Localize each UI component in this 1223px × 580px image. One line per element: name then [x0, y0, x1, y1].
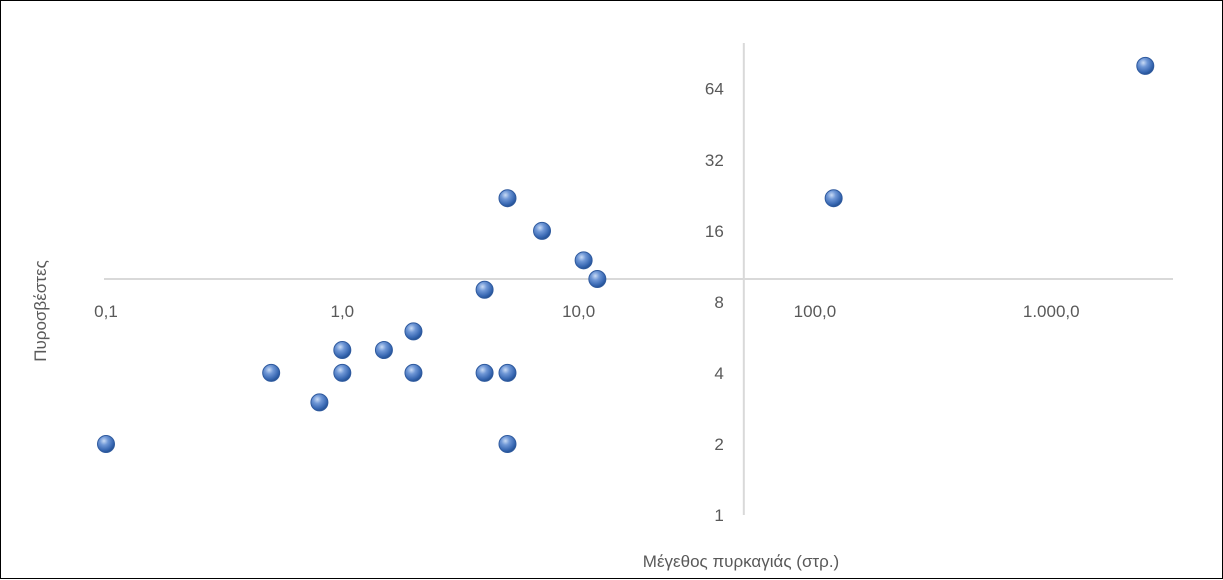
data-point	[588, 270, 607, 288]
x-tick-label: 10,0	[562, 302, 595, 321]
data-point	[498, 189, 517, 208]
data-point	[333, 341, 352, 360]
x-axis-title: Μέγεθος πυρκαγιάς (στρ.)	[643, 552, 839, 571]
x-tick-label: 100,0	[794, 302, 837, 321]
y-axis-title: Πυροσβέστες	[31, 260, 50, 362]
data-point	[824, 189, 843, 208]
data-point	[498, 434, 517, 453]
data-point	[310, 393, 329, 412]
data-point	[1136, 56, 1155, 75]
tick-labels: 0,1 1,0 10,0 100,0 1.000,0 1 2 4 8 16 32 64	[94, 80, 1079, 525]
data-point	[404, 322, 423, 341]
x-tick-label: 0,1	[94, 302, 118, 321]
axes-layer	[104, 43, 1173, 515]
data-point	[533, 221, 552, 240]
data-point	[498, 363, 517, 382]
x-tick-label: 1,0	[330, 302, 354, 321]
data-point	[404, 363, 423, 382]
data-points	[97, 56, 1155, 453]
y-tick-label: 2	[714, 435, 723, 454]
x-tick-label: 1.000,0	[1023, 302, 1080, 321]
y-tick-label: 32	[705, 151, 724, 170]
data-point	[97, 434, 115, 453]
y-tick-label: 1	[714, 506, 723, 525]
y-tick-label: 64	[705, 80, 724, 99]
data-point	[475, 363, 494, 382]
data-point	[475, 280, 494, 299]
data-point	[262, 363, 281, 382]
data-point	[333, 363, 352, 382]
data-point	[374, 341, 393, 360]
y-tick-label: 4	[714, 364, 723, 383]
y-tick-label: 8	[714, 293, 723, 312]
y-tick-label: 16	[705, 222, 724, 241]
data-point	[574, 251, 593, 270]
